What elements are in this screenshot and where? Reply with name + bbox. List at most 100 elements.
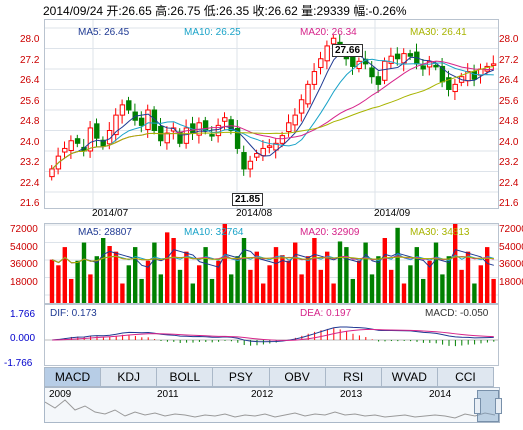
price-y-tick-label: 25.6 (499, 95, 519, 107)
volume-bar (446, 256, 451, 303)
volume-bar (145, 260, 151, 303)
volume-bar (440, 274, 445, 303)
price-ma5-label: MA5: 26.45 (78, 27, 130, 38)
tab-rsi[interactable]: RSI (326, 368, 382, 386)
candle-body (247, 160, 254, 170)
volume-bar (491, 278, 496, 303)
volume-bar (190, 283, 195, 303)
volume-bar (408, 265, 413, 303)
ma10-line (51, 58, 494, 170)
volume-bar (107, 246, 112, 303)
volume-bar (401, 283, 407, 303)
volume-bar (203, 247, 208, 303)
macd-y-top: 1.766 (10, 309, 36, 320)
volume-bar (171, 238, 176, 303)
price-y-tick-label-left: 24.0 (20, 136, 40, 148)
volume-bar (293, 242, 298, 303)
volume-bar (94, 256, 99, 303)
volume-bar (389, 269, 394, 303)
tab-cci[interactable]: CCI (455, 370, 476, 384)
volume-ma30-line (51, 255, 494, 264)
candle-body (388, 55, 394, 64)
volume-y-tick-label: 18000 (10, 276, 38, 288)
candle-body (62, 147, 68, 153)
tab-kdj[interactable]: KDJ (101, 368, 158, 386)
candle-body (266, 145, 273, 148)
price-y-tick-label-left: 26.4 (20, 75, 40, 86)
volume-bar (337, 241, 343, 303)
volume-bar (133, 247, 138, 303)
volume-bar-chart (45, 214, 498, 303)
volume-bar (75, 260, 80, 303)
timeline-right-handle[interactable] (495, 398, 502, 414)
volume-bar (209, 278, 215, 303)
price-y-tick-label-left: 23.2 (20, 157, 40, 168)
candle-body (394, 53, 401, 60)
volume-bar (472, 283, 477, 303)
volume-bar (113, 251, 119, 303)
price-y-tick-label: 24.0 (499, 136, 519, 148)
candle-body (286, 122, 292, 133)
volume-y-tick-label-right: 36000 (499, 259, 523, 270)
tab-wvad[interactable]: WVAD (382, 368, 438, 386)
volume-bar (369, 274, 375, 303)
candle-body (433, 64, 439, 68)
volume-bar (261, 283, 266, 303)
candle-body (145, 109, 151, 130)
candle-body (126, 100, 132, 111)
tab-psy[interactable]: PSY (213, 368, 270, 386)
volume-bar (485, 247, 490, 303)
timeline-navigator[interactable]: 2009 2011 2012 2013 2014 (44, 387, 502, 423)
candle-body (298, 99, 305, 114)
volume-ma10-label: MA10: 32764 (184, 227, 244, 238)
candle-body (324, 45, 330, 62)
volume-bar (248, 269, 253, 303)
price-y-tick-label-left: 28.0 (20, 34, 40, 45)
tab-boll[interactable]: BOLL (157, 368, 214, 386)
volume-bar (286, 260, 291, 303)
candle-body (215, 124, 222, 137)
volume-bar (376, 256, 381, 303)
year-2013: 2013 (340, 389, 363, 400)
volume-bar (101, 238, 106, 303)
tab-obv[interactable]: OBV (270, 368, 326, 386)
year-2009: 2009 (49, 389, 72, 400)
history-sparkline (45, 399, 496, 419)
candle-body (113, 114, 119, 136)
quote-summary: 2014/09/24 开:26.65 高:26.75 低:26.35 收:26.… (43, 4, 407, 18)
volume-bar (88, 274, 93, 303)
candle-body (254, 153, 260, 158)
macd-value-label: MACD: -0.050 (425, 308, 489, 319)
price-y-tick-label: 21.6 (499, 198, 519, 209)
candle-body (209, 134, 215, 137)
price-y-tick-label-left: 22.4 (20, 177, 40, 189)
volume-bar (267, 265, 272, 303)
volume-ma5-line (51, 249, 494, 268)
volume-y-tick-label-right: 18000 (499, 276, 523, 288)
high-price-callout: 27.66 (332, 44, 364, 57)
volume-bar (69, 278, 74, 303)
candle-body (260, 147, 266, 157)
volume-bar (350, 278, 355, 303)
tab-macd[interactable]: MACD (45, 368, 102, 386)
timeline-left-handle[interactable] (474, 398, 481, 414)
candle-body (446, 77, 452, 91)
candle-body (305, 83, 311, 105)
volume-bar (139, 278, 144, 303)
candle-body (228, 119, 234, 132)
price-y-tick-label: 22.4 (499, 177, 519, 189)
macd-y-bottom: -1.766 (4, 358, 33, 369)
volume-bar (280, 255, 285, 303)
candle-body (119, 104, 126, 116)
candle-body (471, 71, 478, 80)
dif-line (52, 326, 494, 343)
volume-bar (254, 251, 259, 303)
candle-body (369, 67, 375, 78)
volume-bar (197, 265, 202, 303)
macd-dif-label: DIF: 0.173 (50, 308, 97, 319)
volume-bar (158, 274, 163, 303)
candle-body (311, 71, 318, 85)
volume-bar (382, 238, 387, 303)
volume-bar (235, 256, 240, 303)
price-y-tick-label-left: 27.2 (20, 54, 40, 66)
